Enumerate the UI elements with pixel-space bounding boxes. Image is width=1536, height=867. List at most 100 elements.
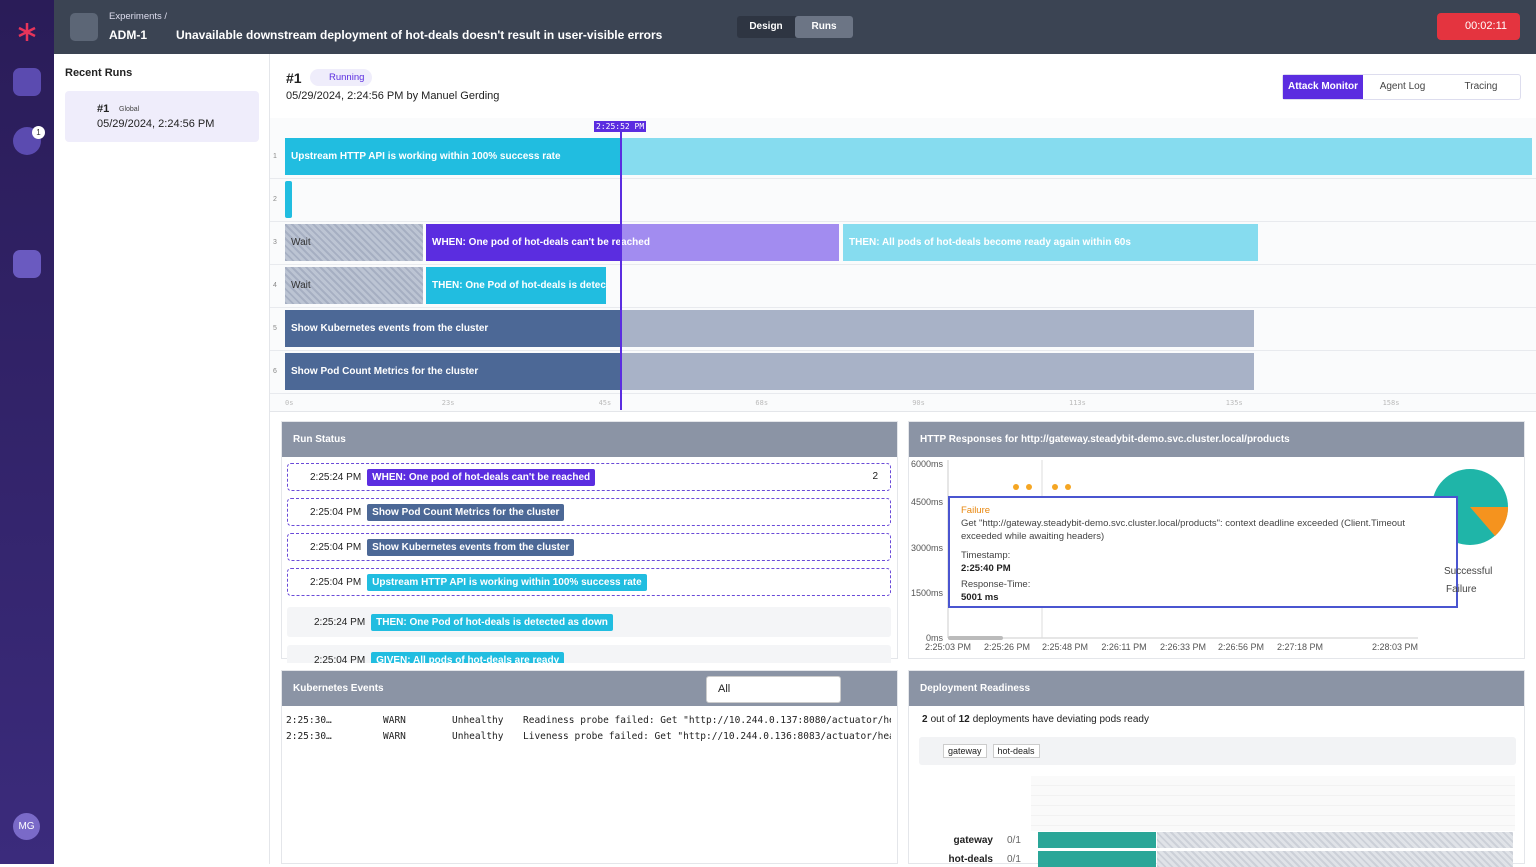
stop-button[interactable]: 00:02:11 <box>1437 13 1520 40</box>
cursor-label: 2:25:52 PM <box>594 121 647 132</box>
axis-label: 45s <box>598 399 612 407</box>
tab[interactable]: Attack Monitor <box>1283 75 1363 99</box>
y-tick-label: 0ms <box>925 633 943 643</box>
pie-slice <box>1470 507 1509 536</box>
chart-bg <box>1031 776 1515 831</box>
axis-label: 158s <box>1382 399 1400 407</box>
logo <box>18 23 36 41</box>
y-tick-label: 1500ms <box>910 588 943 598</box>
y-tick-label: 4500ms <box>910 497 943 507</box>
tooltip: Failure Get "http://gateway.steadybit-de… <box>948 496 1458 608</box>
step-remaining <box>621 353 1254 390</box>
avatar[interactable]: MG <box>13 813 40 840</box>
sidebar: 1 MG <box>0 0 54 864</box>
event-cell: 2:25:30… <box>286 715 332 726</box>
step-pill: GIVEN: All pods of hot-deals are ready <box>371 651 565 663</box>
step-bar[interactable]: THEN: All pods of hot-deals become ready… <box>843 224 1258 261</box>
failure-points <box>1013 484 1071 490</box>
step-bar[interactable]: Upstream HTTP API is working within 100%… <box>285 138 621 175</box>
run-status: Running <box>310 69 373 86</box>
breadcrumb[interactable]: Experiments / <box>109 11 168 22</box>
ready-bar <box>1038 851 1156 867</box>
step-bar[interactable] <box>285 181 292 218</box>
chip[interactable]: gateway <box>943 744 987 758</box>
row-number: 4 <box>273 282 277 289</box>
step-bar[interactable]: Show Kubernetes events from the cluster <box>285 310 621 347</box>
run-id: #1 <box>97 103 110 115</box>
event-cell: Unhealthy <box>452 731 504 742</box>
panel-title: HTTP Responses for http://gateway.steady… <box>909 422 1524 457</box>
axis-label: 135s <box>1225 399 1243 407</box>
row-divider <box>270 350 1536 351</box>
tooltip-label: Response-Time: <box>961 579 1031 590</box>
filter-select[interactable]: All <box>706 676 841 703</box>
panel-title: Run Status <box>282 422 897 457</box>
x-tick-label: 2:25:48 PM <box>1041 642 1089 652</box>
axis-label: 113s <box>1069 399 1086 407</box>
time: 2:25:24 PM <box>314 616 366 628</box>
tooltip-label: Timestamp: <box>961 550 1011 561</box>
row-number: 6 <box>273 368 277 375</box>
chip-filter[interactable]: gateway hot-deals <box>919 737 1516 765</box>
teams-icon[interactable] <box>13 68 41 96</box>
event-cell: 2:25:30… <box>286 731 332 742</box>
event-cell: Readiness probe failed: Get "http://10.2… <box>523 715 891 726</box>
text: out of <box>930 714 956 725</box>
text: deployments have deviating pods ready <box>972 714 1149 725</box>
count: 12 <box>958 714 970 725</box>
x-tick-label: 2:26:56 PM <box>1217 642 1265 652</box>
pending-bar <box>1157 851 1513 867</box>
chip[interactable]: hot-deals <box>992 744 1040 758</box>
tab[interactable]: Agent Log <box>1379 81 1426 92</box>
active-icon[interactable] <box>13 250 41 278</box>
row-divider <box>270 264 1536 265</box>
row-divider <box>270 178 1536 179</box>
run-card[interactable]: #1 Global 05/29/2024, 2:24:56 PM <box>65 91 259 142</box>
pending-bar <box>1157 832 1513 848</box>
step-remaining <box>621 138 1532 175</box>
badge: 1 <box>32 126 45 139</box>
x-tick-label: 2:28:03 PM <box>1371 642 1419 652</box>
count: 2 <box>872 471 878 482</box>
event-cell: WARN <box>383 715 406 726</box>
http-panel: HTTP Responses for http://gateway.steady… <box>908 421 1525 659</box>
step-pill: THEN: One Pod of hot-deals is detected a… <box>371 613 613 631</box>
step-remaining <box>621 224 839 261</box>
row-number: 2 <box>273 196 277 203</box>
tab[interactable]: Runs <box>795 16 853 38</box>
key: ADM-1 <box>109 28 147 42</box>
tab[interactable]: Tracing <box>1464 81 1498 92</box>
x-tick-label: 2:26:33 PM <box>1159 642 1207 652</box>
deployment-name: gateway <box>953 835 993 846</box>
row-number: 5 <box>273 325 277 332</box>
exp-icon <box>70 13 98 41</box>
time: 2:25:04 PM <box>314 654 366 666</box>
success-points <box>948 636 1003 640</box>
time: 2:25:04 PM <box>310 576 362 588</box>
k8s-panel: Kubernetes Events All <box>281 670 898 864</box>
tab[interactable]: Design <box>749 21 783 32</box>
row-divider <box>270 307 1536 308</box>
y-tick-label: 6000ms <box>910 459 943 469</box>
tooltip-value: 5001 ms <box>961 592 999 603</box>
x-tick-label: 2:25:26 PM <box>983 642 1031 652</box>
event-cell: Unhealthy <box>452 715 504 726</box>
step-bar[interactable]: Show Pod Count Metrics for the cluster <box>285 353 621 390</box>
panel-title: Recent Runs <box>65 67 133 79</box>
legend-item: Failure <box>1446 584 1477 595</box>
step-bar[interactable]: WHEN: One pod of hot-deals can't be reac… <box>426 224 650 261</box>
x-tick-label: 2:27:18 PM <box>1276 642 1324 652</box>
x-tick-label: 2:25:03 PM <box>924 642 972 652</box>
row-number: 1 <box>273 153 277 160</box>
event-cell: WARN <box>383 731 406 742</box>
step-bar[interactable]: THEN: One Pod of hot-deals is detected a… <box>426 267 606 304</box>
cursor <box>620 127 622 410</box>
step-pill: Upstream HTTP API is working within 100%… <box>367 573 647 591</box>
run-meta: 05/29/2024, 2:24:56 PM by Manuel Gerding <box>286 90 500 102</box>
event-cell: Liveness probe failed: Get "http://10.24… <box>523 731 891 742</box>
step-pill: Show Kubernetes events from the cluster <box>367 538 575 556</box>
step-pill: WHEN: One pod of hot-deals can't be reac… <box>367 468 596 486</box>
status-item: 2:25:04 PM Upstream HTTP API is working w… <box>287 568 891 596</box>
tabs: Design Runs <box>737 16 853 38</box>
